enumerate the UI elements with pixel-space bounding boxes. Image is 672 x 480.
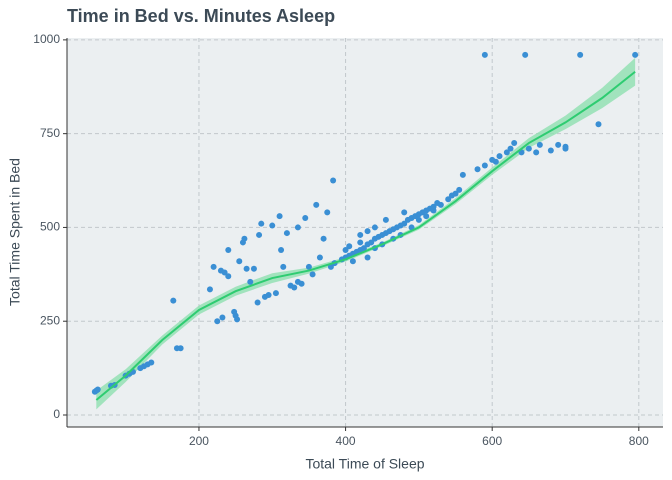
point	[225, 273, 232, 280]
point	[632, 51, 639, 58]
point	[250, 265, 257, 272]
point	[401, 220, 408, 227]
point	[278, 246, 285, 253]
point	[94, 386, 101, 393]
point	[357, 231, 364, 238]
point	[368, 239, 375, 246]
point	[481, 162, 488, 169]
point	[221, 269, 228, 276]
point	[298, 280, 305, 287]
point	[423, 213, 430, 220]
point	[214, 318, 221, 325]
point	[330, 177, 337, 184]
point	[305, 263, 312, 270]
point	[256, 231, 263, 238]
point	[294, 224, 301, 231]
x-axis-label: Total Time of Sleep	[305, 456, 424, 472]
smooth-line	[95, 70, 636, 401]
point	[364, 228, 371, 235]
points	[91, 51, 639, 401]
x-tick-label: 600	[482, 434, 502, 448]
point	[265, 291, 272, 298]
point	[269, 222, 276, 229]
x-tick-label: 200	[189, 434, 209, 448]
point	[533, 149, 540, 156]
point	[234, 316, 241, 323]
point	[357, 239, 364, 246]
y-tick-label: 750	[40, 126, 60, 140]
point	[241, 235, 248, 242]
point	[177, 345, 184, 352]
y-tick-label: 0	[53, 407, 60, 421]
y-axis-label: Total Time Spent in Bed	[7, 158, 23, 306]
point	[496, 153, 503, 160]
point	[243, 265, 250, 272]
point	[291, 284, 298, 291]
y-tick-label: 1000	[33, 32, 60, 46]
point	[283, 230, 290, 237]
point	[562, 145, 569, 152]
point	[210, 263, 217, 270]
point	[236, 258, 243, 265]
point	[364, 254, 371, 261]
point	[408, 224, 415, 231]
point	[247, 278, 254, 285]
point	[401, 209, 408, 216]
x-tick-label: 800	[629, 434, 649, 448]
point	[342, 246, 349, 253]
point	[170, 297, 177, 304]
point	[371, 224, 378, 231]
point	[320, 235, 327, 242]
y-tick-label: 250	[40, 313, 60, 327]
point	[522, 51, 529, 58]
point	[313, 201, 320, 208]
y-tick-label: 500	[40, 220, 60, 234]
point	[595, 121, 602, 128]
point	[346, 243, 353, 250]
point	[437, 201, 444, 208]
point	[349, 258, 356, 265]
chart-title: Time in Bed vs. Minutes Asleep	[67, 6, 335, 26]
point	[555, 141, 562, 148]
point	[430, 207, 437, 214]
point	[507, 145, 514, 152]
point	[547, 147, 554, 154]
point	[276, 213, 283, 220]
point	[492, 158, 499, 165]
point	[382, 216, 389, 223]
point	[511, 140, 518, 147]
point	[309, 271, 316, 278]
point	[415, 216, 422, 223]
point	[219, 314, 226, 321]
point	[360, 245, 367, 252]
point	[577, 51, 584, 58]
point	[445, 196, 452, 203]
point	[452, 190, 459, 197]
point	[481, 51, 488, 58]
x-tick-label: 400	[336, 434, 356, 448]
point	[258, 220, 265, 227]
grid	[67, 38, 663, 427]
point	[456, 186, 463, 193]
point	[148, 359, 155, 366]
point	[324, 209, 331, 216]
point	[316, 254, 323, 261]
point	[503, 149, 510, 156]
point	[272, 290, 279, 297]
point	[254, 299, 261, 306]
point	[280, 263, 287, 270]
point	[536, 141, 543, 148]
point	[225, 246, 232, 253]
point	[474, 166, 481, 173]
point	[206, 286, 213, 293]
point	[525, 145, 532, 152]
point	[459, 171, 466, 178]
point	[302, 215, 309, 222]
